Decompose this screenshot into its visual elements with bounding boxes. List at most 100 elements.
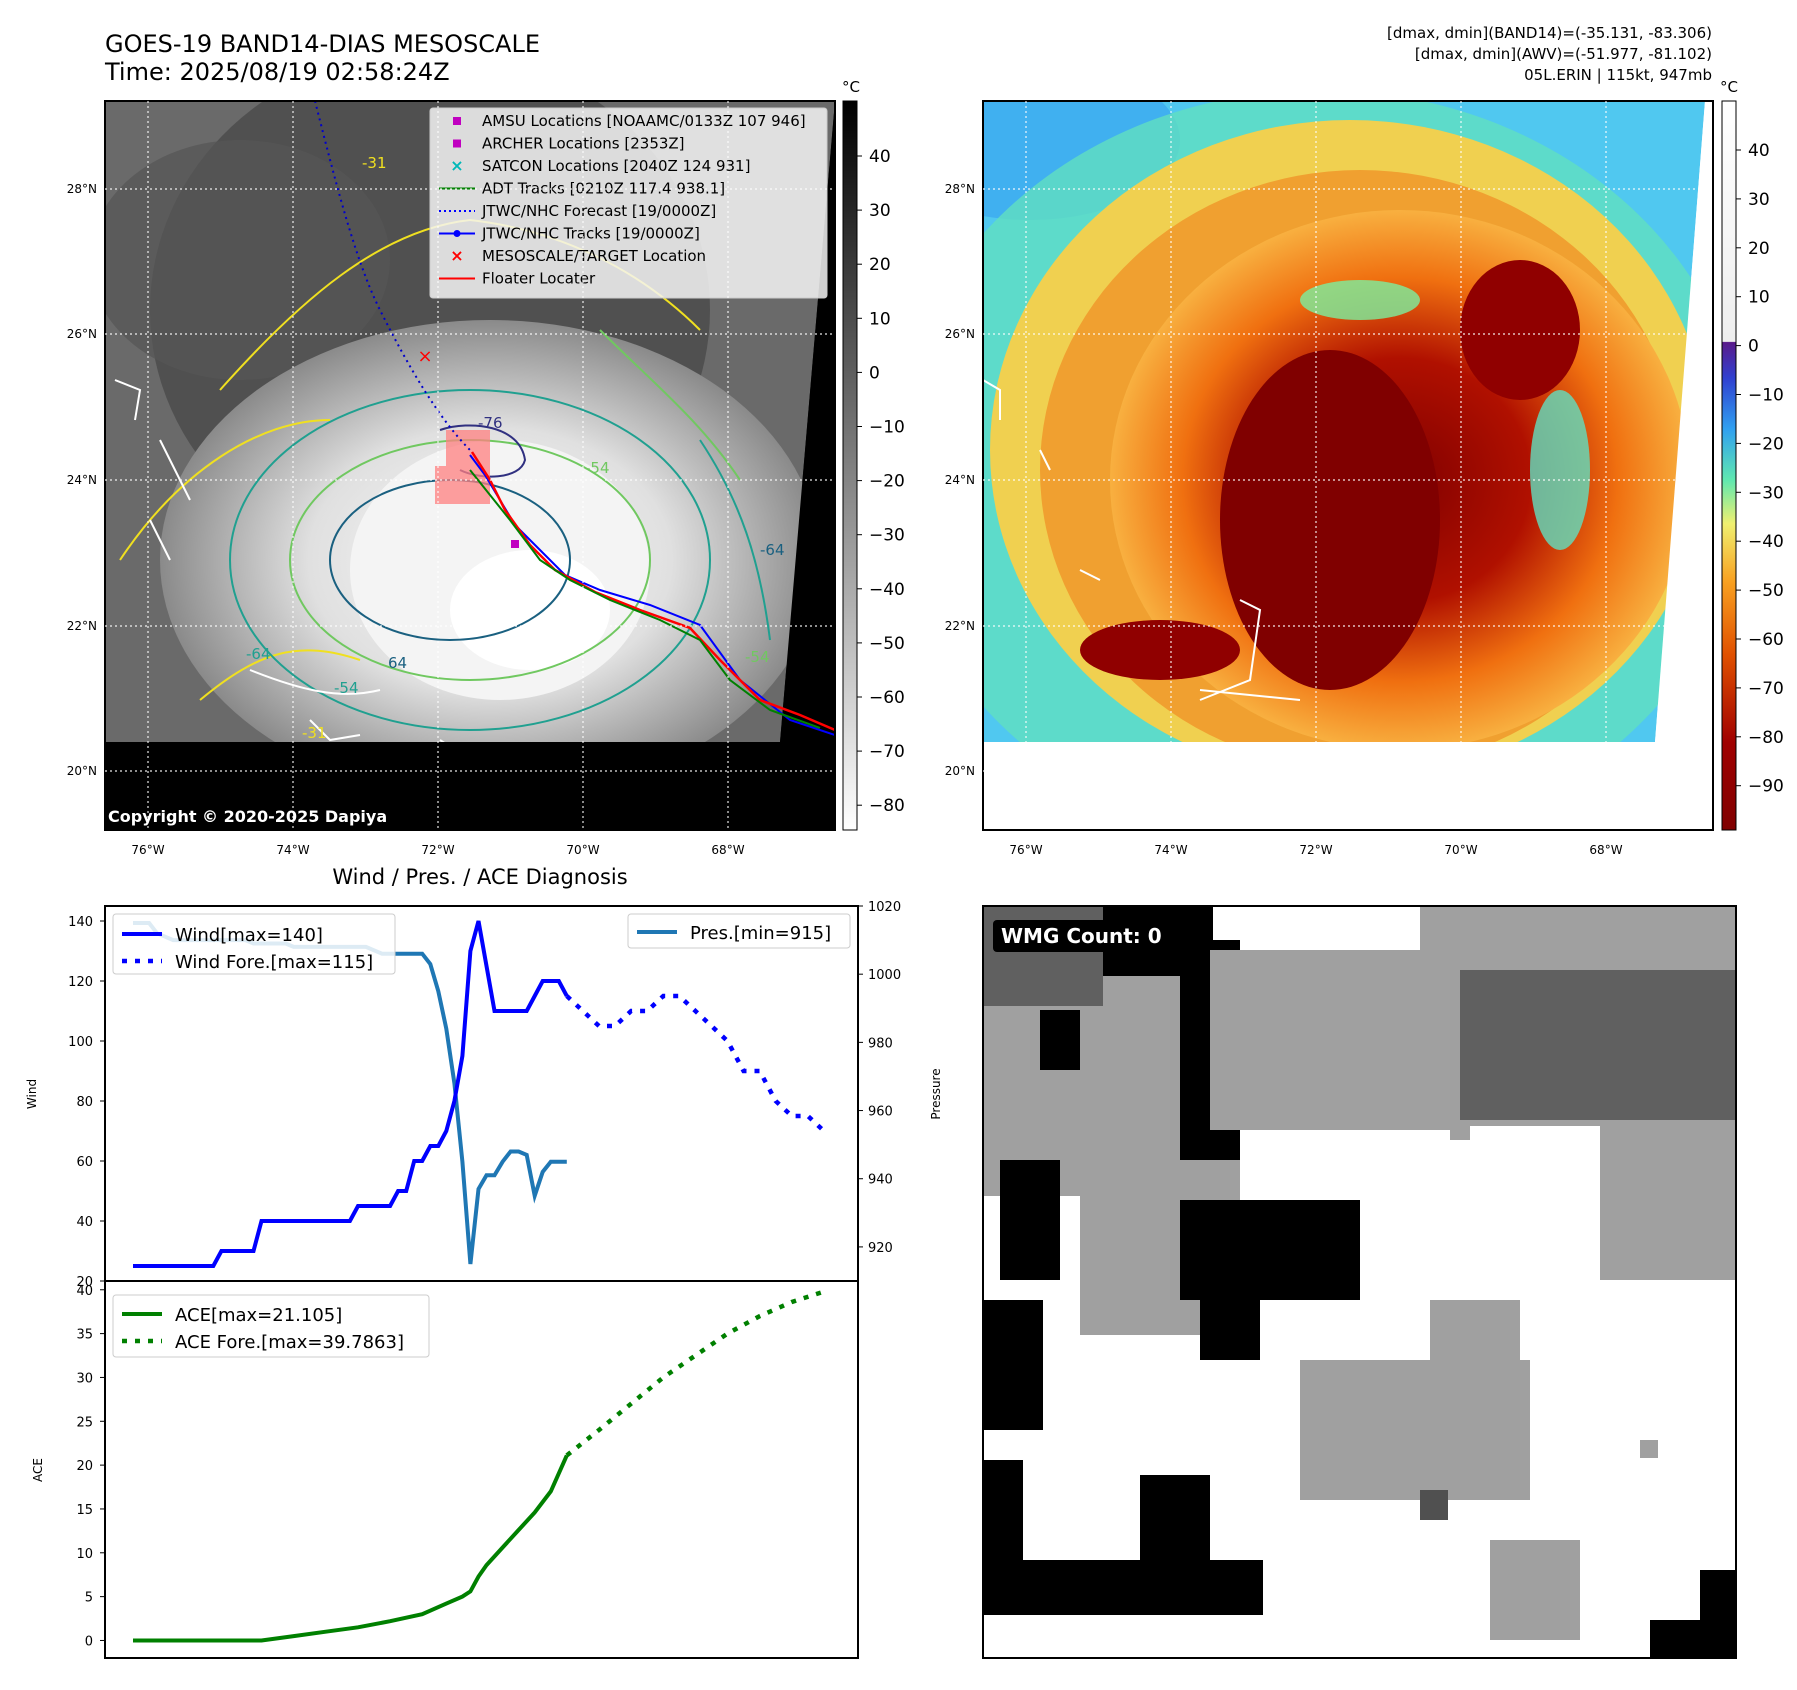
colorbar-tick-label: 0 [869, 363, 880, 383]
colorbar-tick-label: −40 [1748, 532, 1784, 552]
wmg-cell-block [1420, 1490, 1448, 1520]
contour-label: -31 [362, 154, 387, 172]
color-colorbar-unit: °C [1720, 78, 1738, 96]
wmg-panel: WMG Count: 0 [982, 905, 1737, 1659]
title-line1: GOES-19 BAND14-DIAS MESOSCALE [105, 30, 540, 58]
ir-contour-labels: -31 -31 -76 -54 -64 64 -54 -64 -54 [246, 154, 785, 742]
lat-label: 22°N [67, 619, 97, 633]
wmg-cell-block [1460, 970, 1736, 1120]
wmg-cell-block [983, 1300, 1043, 1430]
legend-marker: × [450, 246, 463, 265]
colorbar-tick-label: −70 [1748, 679, 1784, 699]
colorbar-tick-label: −30 [869, 526, 905, 546]
lat-label: 24°N [67, 473, 97, 487]
y2-tick-label: 1000 [868, 968, 901, 983]
gray-colorbar [842, 100, 858, 831]
colorbar-tick-label: 20 [1748, 239, 1770, 259]
y-tick-label: 20 [76, 1459, 93, 1474]
lat-label: 28°N [67, 182, 97, 196]
colorbar-tick-label: −70 [869, 742, 905, 762]
y2-tick-label: 960 [868, 1105, 893, 1120]
ace-series-line [133, 1454, 569, 1643]
legend-box [112, 913, 396, 975]
y-tick-label: 40 [76, 1284, 93, 1299]
legend-box [627, 913, 851, 949]
y-tick-label: 20 [76, 1275, 93, 1290]
wmg-cell-block [1490, 1540, 1580, 1640]
lat-label: 24°N [945, 473, 975, 487]
y-tick-label: 35 [76, 1328, 93, 1343]
colorbar-tick-label: −80 [869, 796, 905, 816]
lat-label: 26°N [945, 327, 975, 341]
wmg-label-box [993, 920, 1173, 952]
lon-label: 72°W [421, 843, 454, 857]
wv-map-panel [983, 101, 1713, 830]
wmg-cell-block [1200, 1300, 1260, 1360]
info-line2: [dmax, dmin](AWV)=(-51.977, -81.102) [1415, 45, 1712, 63]
y-tick-label: 25 [76, 1415, 93, 1430]
y-tick-label: 10 [76, 1547, 93, 1562]
title-line2: Time: 2025/08/19 02:58:24Z [104, 58, 450, 86]
lon-label: 70°W [1444, 843, 1477, 857]
contour-label: -76 [478, 414, 503, 432]
legend-label: MESOSCALE/TARGET Location [482, 247, 706, 265]
wind-legend: Wind[max=140] Wind Fore.[max=115] [112, 913, 396, 975]
y-tick-label: 80 [76, 1095, 93, 1110]
wmg-cell-block [1430, 1300, 1520, 1360]
colorbar-tick-label: −10 [1748, 386, 1784, 406]
legend-marker [453, 230, 461, 237]
contour-label: -54 [585, 459, 610, 477]
lon-label: 76°W [1009, 843, 1042, 857]
colorbar-tick-label: −30 [1748, 483, 1784, 503]
colorbar-tick-label: 30 [1748, 190, 1770, 210]
ace-chart-frame [104, 1280, 859, 1659]
wmg-count-label: WMG Count: 0 [1001, 924, 1162, 948]
wmg-cell-block [1140, 1475, 1210, 1575]
lat-label: 20°N [945, 764, 975, 778]
lat-label: 20°N [67, 764, 97, 778]
colorbar-tick-label: 10 [1748, 288, 1770, 308]
wmg-cell-block [1650, 1620, 1710, 1658]
colorbar-tick-label: −20 [1748, 434, 1784, 454]
ace-chart: 0 5 10 15 20 25 30 35 40 ACE ACE[max=21.105] ACE Fo… [31, 1280, 859, 1659]
colorbar-tick-label: −60 [869, 688, 905, 708]
colorbar-tick-label: −80 [1748, 728, 1784, 748]
legend-marker [453, 117, 461, 125]
legend-label: Wind[max=140] [175, 925, 323, 946]
wmg-cell-block [983, 1560, 1263, 1615]
wmg-cell-block [1640, 1440, 1658, 1458]
lat-label: 22°N [945, 619, 975, 633]
colorbar-tick-label: 30 [869, 201, 891, 221]
lon-label: 74°W [1154, 843, 1187, 857]
wmg-cell-block [1210, 950, 1460, 1130]
pressure-legend: Pres.[min=915] [627, 913, 851, 949]
wmg-cell-block [1450, 1120, 1470, 1140]
lat-label: 28°N [945, 182, 975, 196]
wmg-cell-block [1300, 1360, 1530, 1500]
y-tick-label: 0 [85, 1634, 93, 1649]
y-axis-label: ACE [31, 1458, 45, 1482]
colorbar-tick-label: −90 [1748, 777, 1784, 797]
y-tick-label: 140 [68, 915, 93, 930]
chart-title: Wind / Pres. / ACE Diagnosis [332, 865, 627, 889]
ace-forecast-series-line [565, 1289, 825, 1458]
wind-forecast-series-line [565, 993, 826, 1133]
legend-box [112, 1294, 430, 1358]
info-line1: [dmax, dmin](BAND14)=(-35.131, -83.306) [1387, 24, 1712, 42]
colorbar-tick-label: −20 [869, 472, 905, 492]
colorbar-tick-label: 40 [869, 147, 891, 167]
y-tick-label: 40 [76, 1215, 93, 1230]
y-tick-label: 60 [76, 1155, 93, 1170]
contour-label: -54 [334, 679, 359, 697]
colorbar-tick-label: −60 [1748, 630, 1784, 650]
y-tick-label: 5 [85, 1591, 93, 1606]
contour-label: 64 [388, 654, 407, 672]
legend-label: JTWC/NHC Forecast [19/0000Z] [481, 202, 716, 220]
y-tick-label: 15 [76, 1503, 93, 1518]
y2-tick-label: 1020 [868, 900, 901, 915]
copyright: Copyright © 2020-2025 Dapiya [108, 807, 387, 826]
colorbar-tick-label: −50 [1748, 581, 1784, 601]
colorbar-tick-label: 10 [869, 309, 891, 329]
y-tick-label: 120 [68, 975, 93, 990]
